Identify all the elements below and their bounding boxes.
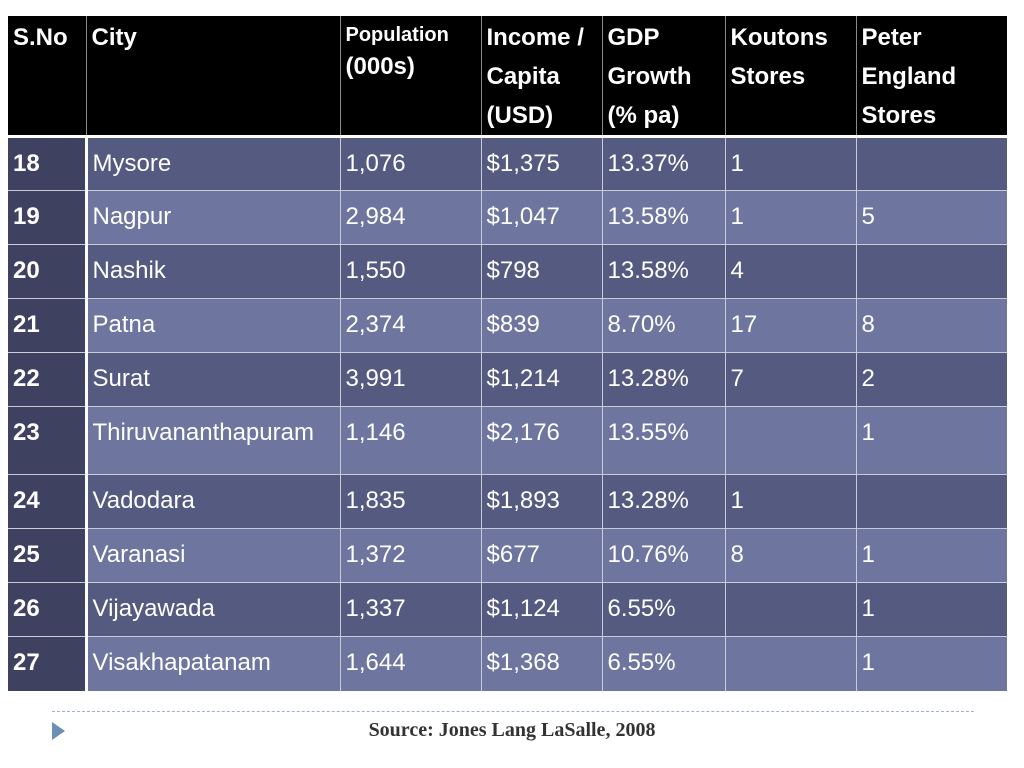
- cell-gdp: 10.76%: [602, 528, 726, 583]
- table-row: 24 Vadodara 1,835 $1,893 13.28% 1: [8, 474, 1007, 529]
- triangle-arrow-icon: [52, 722, 65, 740]
- cell-population: 1,076: [340, 135, 482, 191]
- cell-population: 1,644: [340, 636, 482, 691]
- cell-koutons: 1: [725, 135, 857, 191]
- cell-population: 1,550: [340, 244, 482, 299]
- header-population-unit: (000s): [345, 53, 415, 80]
- cell-peter-england: 1: [856, 528, 1007, 583]
- header-peter-england: Peter England Stores: [856, 16, 1007, 137]
- cell-gdp: 13.55%: [602, 406, 726, 475]
- table-row: 26 Vijayawada 1,337 $1,124 6.55% 1: [8, 582, 1007, 637]
- city-data-table: S.No City Population (000s) Income / Cap…: [8, 16, 1007, 691]
- cell-koutons: 1: [725, 190, 857, 245]
- cell-koutons: [725, 406, 857, 475]
- header-koutons: Koutons Stores: [725, 16, 857, 137]
- cell-city: Patna: [86, 298, 341, 353]
- cell-peter-england: 1: [856, 636, 1007, 691]
- cell-city: Nagpur: [86, 190, 341, 245]
- cell-sno: 25: [8, 528, 88, 583]
- cell-koutons: 8: [725, 528, 857, 583]
- cell-gdp: 13.58%: [602, 190, 726, 245]
- header-city: City: [86, 16, 341, 137]
- cell-koutons: 17: [725, 298, 857, 353]
- cell-population: 1,372: [340, 528, 482, 583]
- cell-sno: 23: [8, 406, 88, 475]
- table-row: 20 Nashik 1,550 $798 13.58% 4: [8, 244, 1007, 299]
- cell-population: 2,374: [340, 298, 482, 353]
- cell-sno: 21: [8, 298, 88, 353]
- cell-income: $1,893: [481, 474, 603, 529]
- cell-peter-england: 8: [856, 298, 1007, 353]
- cell-city: Varanasi: [86, 528, 341, 583]
- header-population: Population (000s): [340, 16, 482, 137]
- cell-income: $839: [481, 298, 603, 353]
- cell-population: 1,146: [340, 406, 482, 475]
- cell-sno: 22: [8, 352, 88, 407]
- cell-koutons: [725, 582, 857, 637]
- cell-income: $1,047: [481, 190, 603, 245]
- cell-city: Vijayawada: [86, 582, 341, 637]
- cell-income: $798: [481, 244, 603, 299]
- cell-gdp: 13.58%: [602, 244, 726, 299]
- table-row: 19 Nagpur 2,984 $1,047 13.58% 1 5: [8, 190, 1007, 245]
- cell-income: $1,214: [481, 352, 603, 407]
- header-population-label: Population: [345, 24, 449, 46]
- header-income: Income / Capita (USD): [481, 16, 603, 137]
- table-body: 18 Mysore 1,076 $1,375 13.37% 1 19 Nagpu…: [8, 135, 1007, 691]
- table-row: 18 Mysore 1,076 $1,375 13.37% 1: [8, 135, 1007, 191]
- source-caption: Source: Jones Lang LaSalle, 2008: [368, 719, 656, 741]
- cell-gdp: 6.55%: [602, 636, 726, 691]
- table-row: 22 Surat 3,991 $1,214 13.28% 7 2: [8, 352, 1007, 407]
- cell-sno: 27: [8, 636, 88, 691]
- cell-city: Thiruvananthapuram: [86, 406, 341, 475]
- header-gdp: GDP Growth (% pa): [602, 16, 726, 137]
- cell-koutons: 1: [725, 474, 857, 529]
- table-row: 21 Patna 2,374 $839 8.70% 17 8: [8, 298, 1007, 353]
- cell-sno: 18: [8, 135, 88, 191]
- table-row: 27 Visakhapatanam 1,644 $1,368 6.55% 1: [8, 636, 1007, 691]
- cell-city: Nashik: [86, 244, 341, 299]
- cell-gdp: 13.28%: [602, 352, 726, 407]
- cell-gdp: 8.70%: [602, 298, 726, 353]
- table-header-row: S.No City Population (000s) Income / Cap…: [8, 16, 1007, 137]
- cell-population: 1,835: [340, 474, 482, 529]
- cell-peter-england: 1: [856, 582, 1007, 637]
- cell-city: Surat: [86, 352, 341, 407]
- cell-city: Mysore: [86, 135, 341, 191]
- cell-peter-england: 5: [856, 190, 1007, 245]
- cell-gdp: 13.28%: [602, 474, 726, 529]
- cell-sno: 24: [8, 474, 88, 529]
- cell-koutons: 7: [725, 352, 857, 407]
- cell-city: Vadodara: [86, 474, 341, 529]
- cell-income: $1,375: [481, 135, 603, 191]
- cell-sno: 20: [8, 244, 88, 299]
- cell-income: $1,368: [481, 636, 603, 691]
- table-row: 23 Thiruvananthapuram 1,146 $2,176 13.55…: [8, 406, 1007, 475]
- cell-sno: 19: [8, 190, 88, 245]
- cell-koutons: 4: [725, 244, 857, 299]
- cell-income: $2,176: [481, 406, 603, 475]
- cell-peter-england: [856, 474, 1007, 529]
- cell-population: 3,991: [340, 352, 482, 407]
- cell-peter-england: 1: [856, 406, 1007, 475]
- cell-population: 1,337: [340, 582, 482, 637]
- cell-income: $677: [481, 528, 603, 583]
- cell-koutons: [725, 636, 857, 691]
- cell-peter-england: 2: [856, 352, 1007, 407]
- cell-gdp: 6.55%: [602, 582, 726, 637]
- cell-population: 2,984: [340, 190, 482, 245]
- cell-sno: 26: [8, 582, 88, 637]
- header-sno: S.No: [8, 16, 87, 137]
- cell-peter-england: [856, 244, 1007, 299]
- cell-city: Visakhapatanam: [86, 636, 341, 691]
- cell-income: $1,124: [481, 582, 603, 637]
- cell-peter-england: [856, 135, 1007, 191]
- cell-gdp: 13.37%: [602, 135, 726, 191]
- footer-divider: [52, 711, 974, 712]
- table-row: 25 Varanasi 1,372 $677 10.76% 8 1: [8, 528, 1007, 583]
